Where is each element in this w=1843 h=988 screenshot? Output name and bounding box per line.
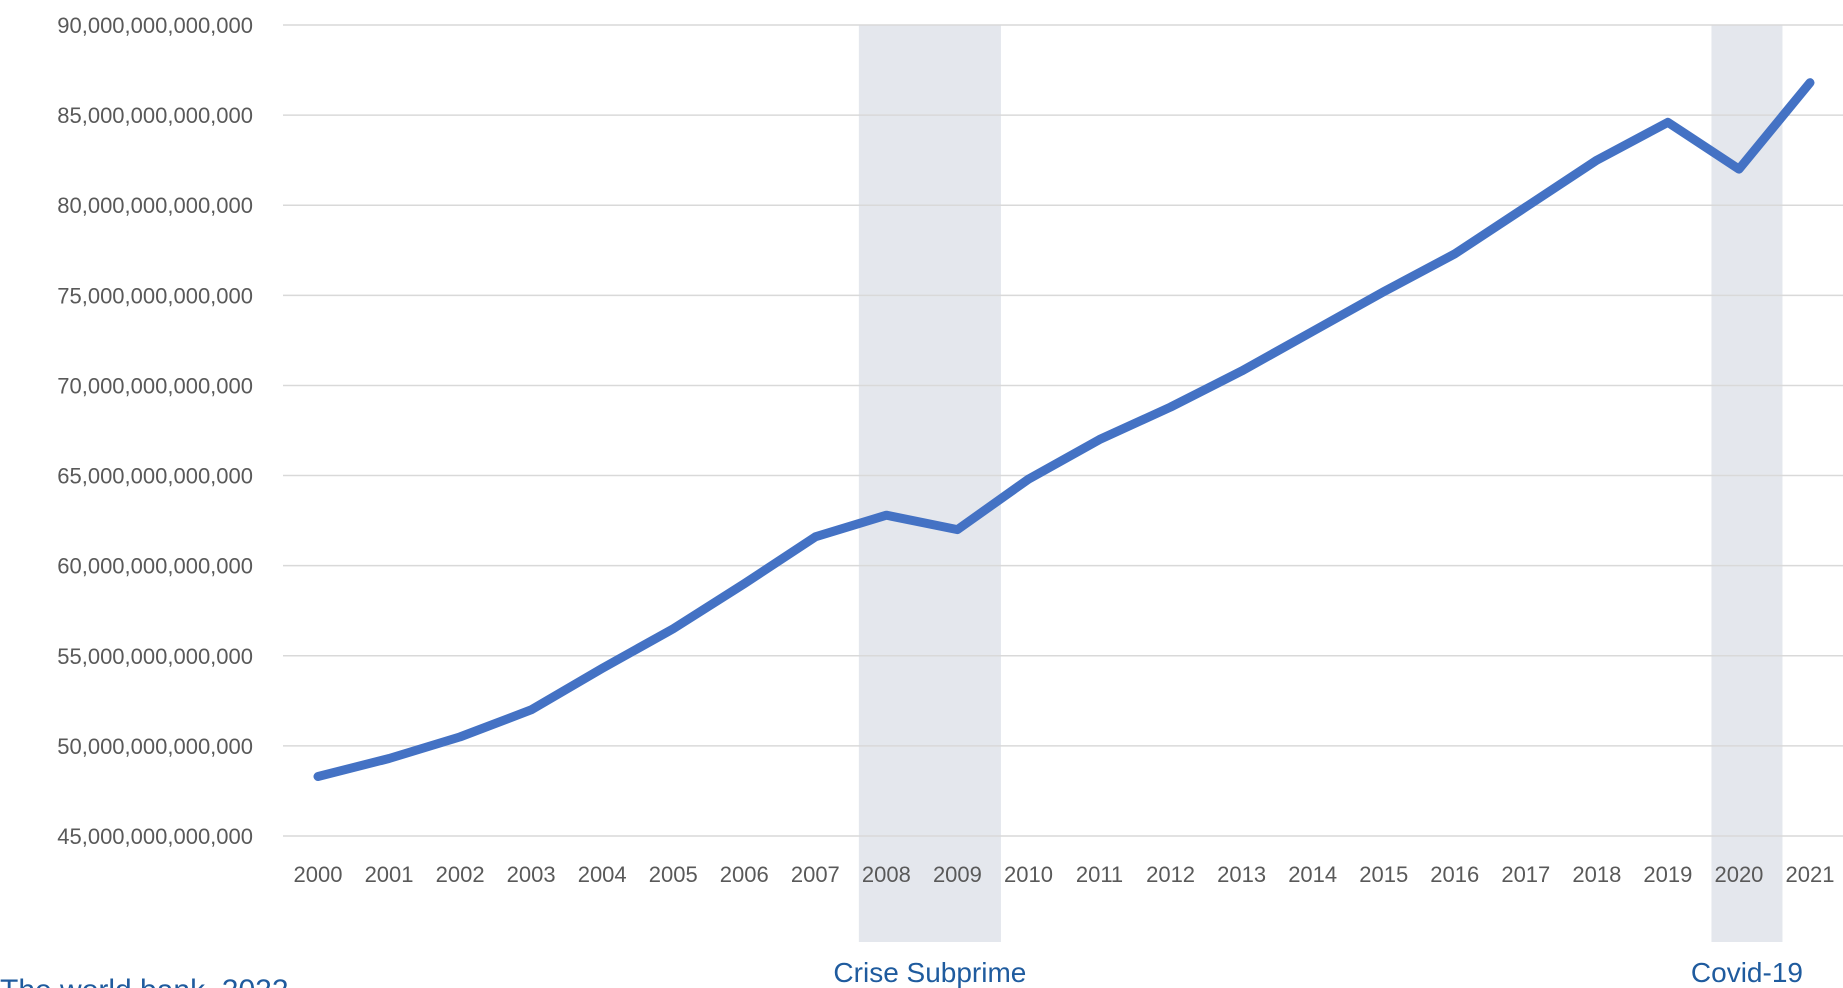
x-tick-label: 2012	[1146, 862, 1195, 887]
x-tick-label: 2008	[862, 862, 911, 887]
x-tick-label: 2010	[1004, 862, 1053, 887]
x-tick-label: 2013	[1217, 862, 1266, 887]
y-tick-label: 85,000,000,000,000	[57, 103, 253, 128]
x-tick-label: 2018	[1572, 862, 1621, 887]
y-tick-label: 50,000,000,000,000	[57, 734, 253, 759]
x-tick-label: 2009	[933, 862, 982, 887]
shaded-region-labels: Crise Subprime Covid-19	[833, 957, 1803, 988]
x-tick-label: 2006	[720, 862, 769, 887]
x-tick-label: 2001	[365, 862, 414, 887]
y-tick-label: 60,000,000,000,000	[57, 554, 253, 579]
x-tick-label: 2014	[1288, 862, 1337, 887]
y-tick-label: 90,000,000,000,000	[57, 13, 253, 38]
shaded-region-1	[858, 25, 1001, 942]
y-axis-ticks: 45,000,000,000,000 50,000,000,000,000 55,0…	[57, 13, 253, 849]
x-tick-label: 2003	[507, 862, 556, 887]
shaded-region-label-2: Covid-19	[1691, 957, 1803, 988]
series-lines	[313, 78, 1815, 782]
y-tick-label: 75,000,000,000,000	[57, 283, 253, 308]
x-tick-label: 2002	[436, 862, 485, 887]
x-tick-label: 2020	[1714, 862, 1763, 887]
shaded-regions	[858, 25, 1783, 942]
x-tick-label: 2017	[1501, 862, 1550, 887]
x-tick-label: 2004	[578, 862, 627, 887]
series-line-1	[313, 78, 1815, 782]
x-tick-label: 2011	[1076, 862, 1123, 887]
gridlines	[283, 24, 1843, 837]
x-tick-label: 2000	[294, 862, 343, 887]
source-note: The world bank, 2022	[0, 974, 289, 988]
x-axis-ticks: 2000 2001 2002 2003 2004 2005 2006 2007 2008 2009…	[294, 862, 1835, 887]
y-tick-label: 55,000,000,000,000	[57, 644, 253, 669]
x-tick-label: 2021	[1786, 862, 1835, 887]
x-tick-label: 2019	[1643, 862, 1692, 887]
y-tick-label: 80,000,000,000,000	[57, 193, 253, 218]
y-tick-label: 65,000,000,000,000	[57, 464, 253, 489]
x-tick-label: 2005	[649, 862, 698, 887]
x-tick-label: 2016	[1430, 862, 1479, 887]
y-tick-label: 70,000,000,000,000	[57, 373, 253, 398]
y-tick-label: 45,000,000,000,000	[57, 824, 253, 849]
x-tick-label: 2007	[791, 862, 840, 887]
x-tick-label: 2015	[1359, 862, 1408, 887]
shaded-region-label-1: Crise Subprime	[833, 957, 1026, 988]
shaded-region-2	[1711, 25, 1783, 942]
